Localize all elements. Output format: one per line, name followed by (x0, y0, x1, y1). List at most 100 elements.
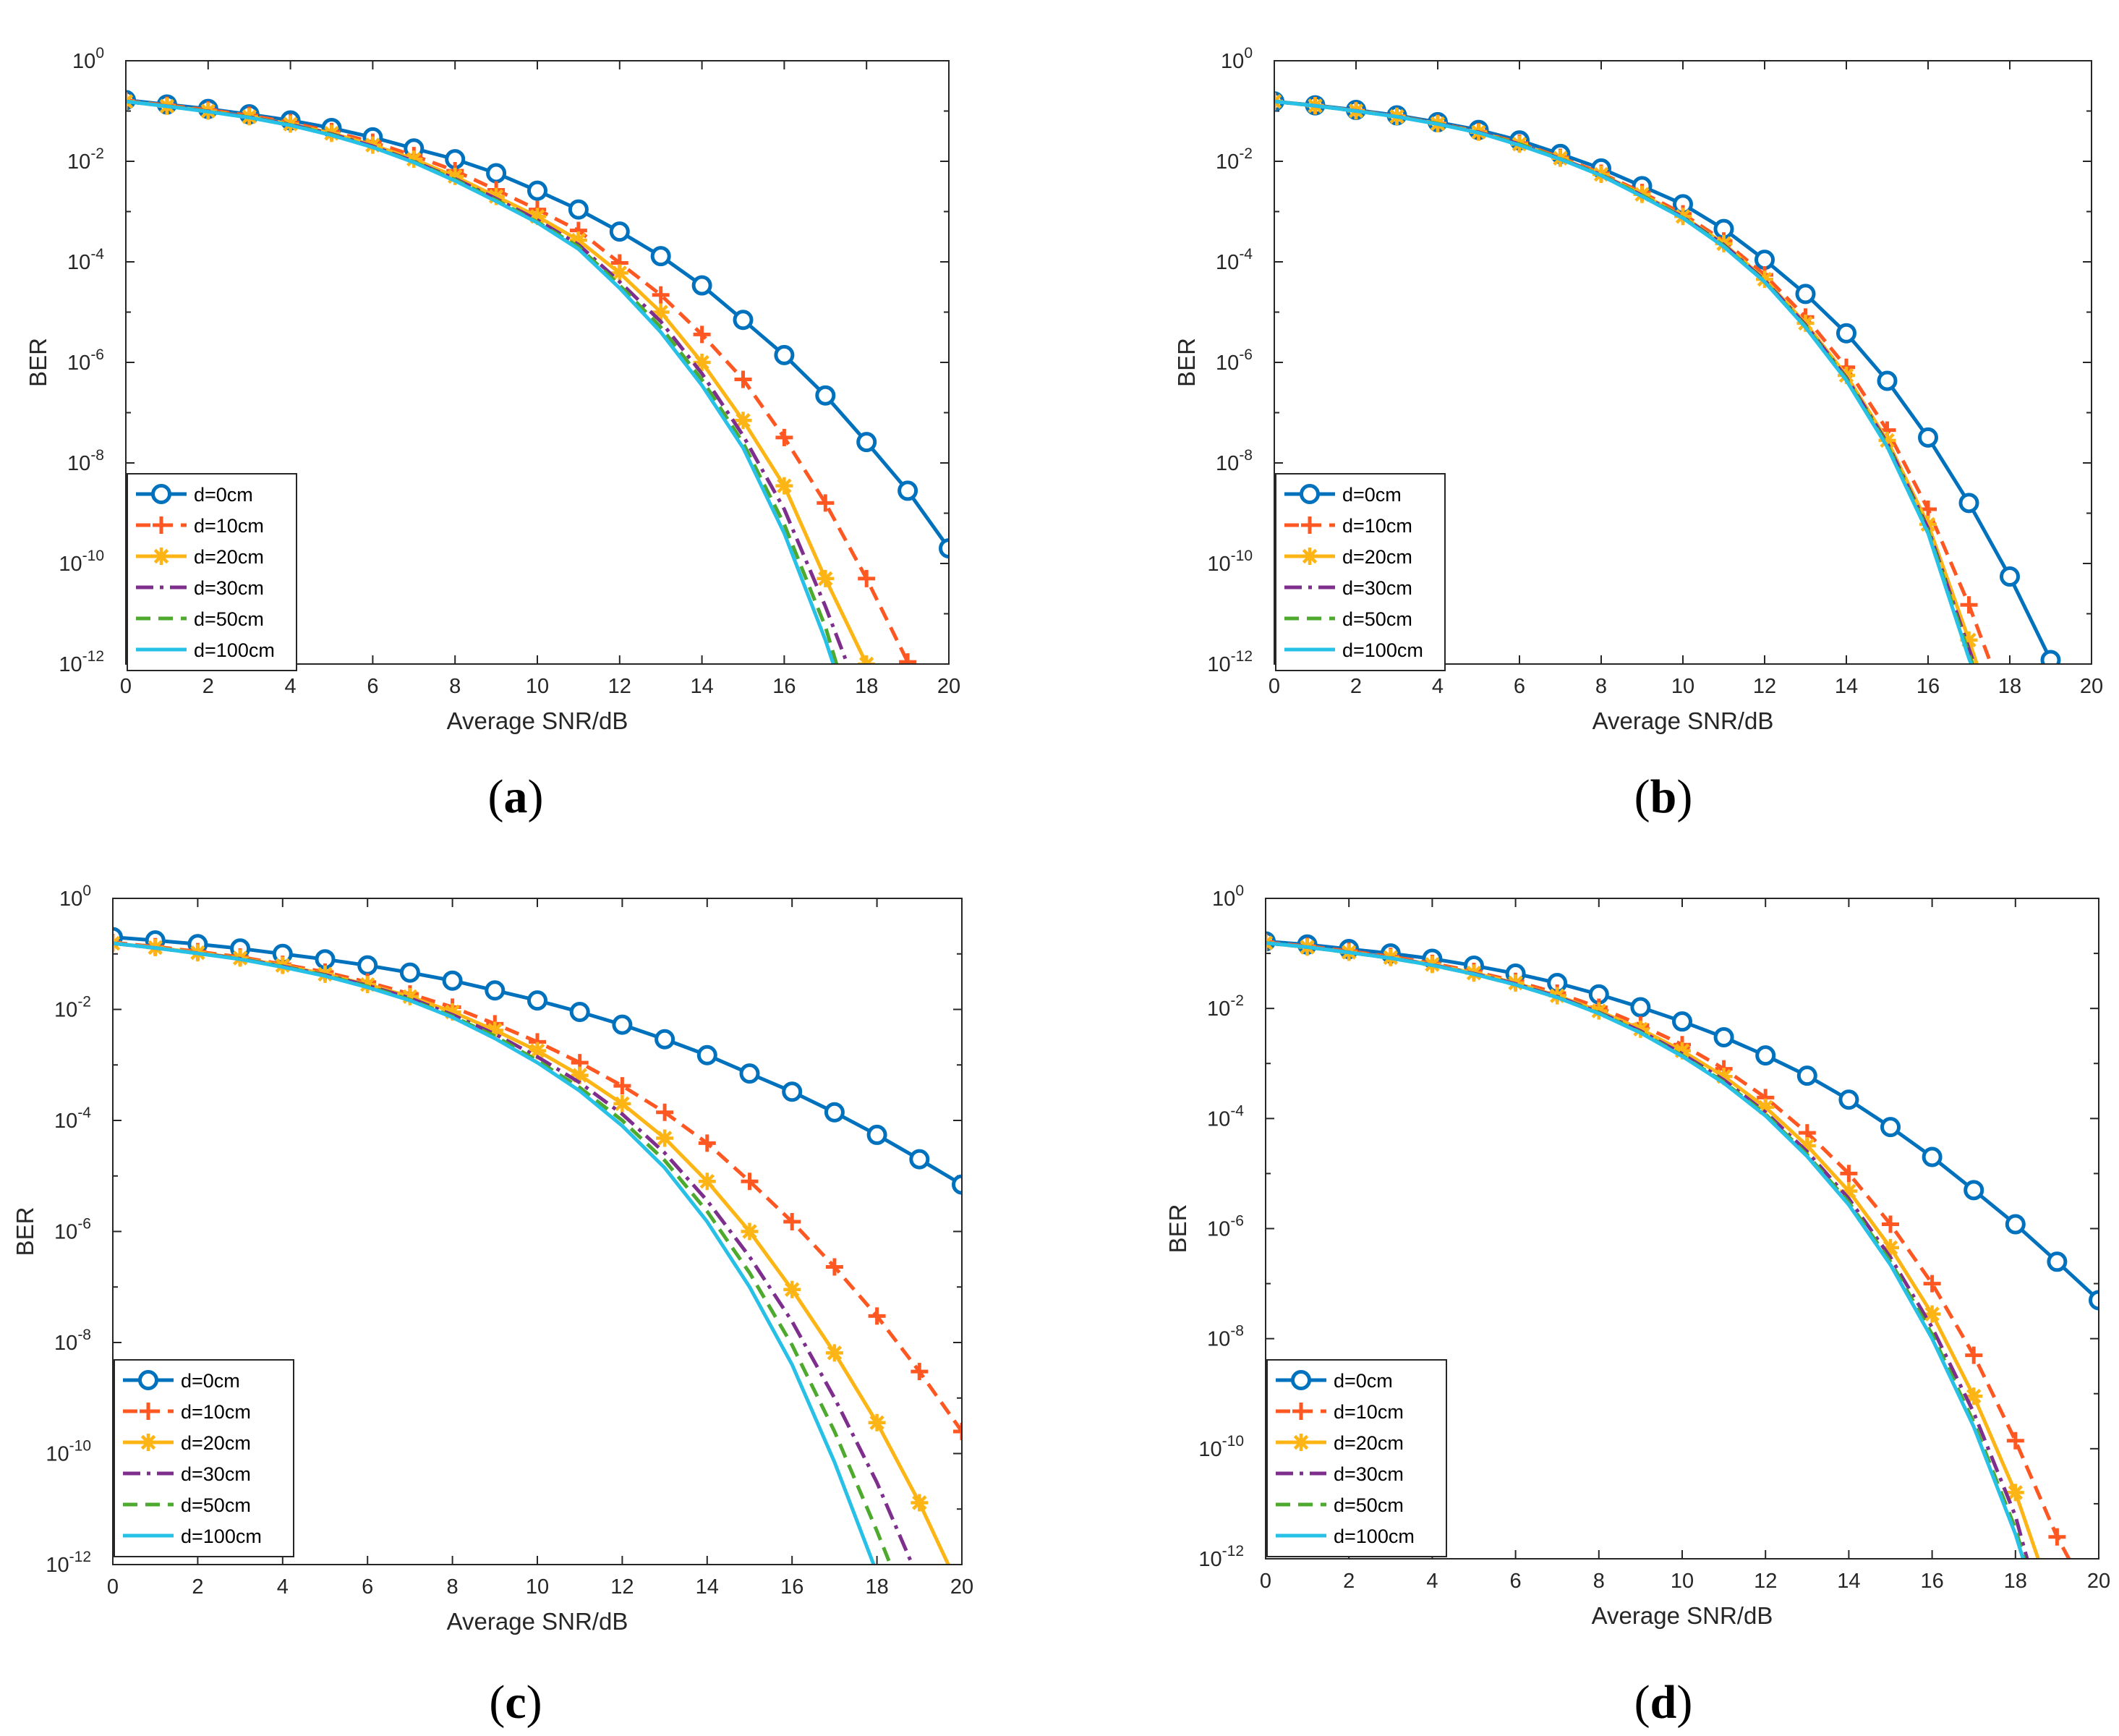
y-tick-base: 10 (1216, 150, 1239, 174)
chart-panel-c: 0 2 4 6 8 10 12 14 16 18 2010010-210-410-610-810-1… (12, 882, 973, 1729)
y-tick-label: 10-2 (67, 145, 104, 174)
legend-entry: d=100cm (1334, 1526, 1415, 1547)
legend-marker (1301, 516, 1318, 534)
data-point-d=0cm (2089, 1290, 2099, 1311)
legend-marker (140, 1434, 157, 1451)
data-point-d=20cm (911, 1494, 929, 1512)
x-tick-label: 14 (696, 1575, 719, 1599)
x-tick-label: 0 (1269, 675, 1280, 698)
y-tick-base: 10 (46, 1554, 69, 1577)
panel-letter: d (1650, 1676, 1677, 1729)
legend-entry: d=50cm (181, 1494, 251, 1516)
data-point-d=0cm (1755, 1045, 1776, 1066)
x-tick-label: 14 (1837, 1570, 1860, 1593)
y-tick-base: 10 (67, 352, 90, 375)
y-tick-exponent: -2 (1230, 992, 1244, 1009)
x-tick-label: 18 (865, 1575, 888, 1599)
legend-marker (1300, 484, 1320, 504)
y-tick-base: 10 (59, 888, 82, 911)
x-axis-label: Average SNR/dB (447, 707, 628, 734)
series-group (1274, 91, 2061, 664)
panel-letter: c (505, 1676, 526, 1729)
x-tick-label: 0 (1260, 1570, 1271, 1593)
legend-entry: d=10cm (1334, 1401, 1404, 1423)
legend-entry: d=10cm (194, 515, 264, 537)
x-tick-label: 4 (1426, 1570, 1438, 1593)
legend-box (1275, 473, 1446, 671)
data-point-d=0cm (739, 1063, 760, 1084)
data-point-d=20cm (1878, 431, 1896, 449)
data-point-d=0cm (782, 1081, 803, 1102)
y-tick-label: 10-8 (67, 447, 104, 475)
x-tick-label: 4 (1432, 675, 1444, 698)
legend: d=0cm d=10cm d=20cm d=30cm d=50cm d=100cm (114, 1359, 294, 1557)
x-tick-label: 8 (447, 1575, 459, 1599)
y-tick-exponent: -6 (1239, 346, 1253, 363)
y-tick-base: 10 (1207, 653, 1230, 676)
x-tick-label: 14 (690, 675, 713, 698)
x-tick-label: 6 (367, 675, 378, 698)
y-tick-label: 10-6 (67, 346, 104, 375)
y-axis-label: BER (25, 338, 51, 387)
x-tick-label: 10 (526, 675, 549, 698)
data-point-d=10cm (783, 1212, 801, 1230)
y-tick-base: 10 (54, 1110, 77, 1133)
legend-entry: d=0cm (194, 484, 253, 506)
data-point-d=10cm (1965, 1346, 1983, 1364)
legend-marker (1301, 548, 1318, 565)
axes-frame (1274, 60, 2092, 665)
y-tick-label: 10-4 (67, 246, 104, 274)
legend-entry: d=20cm (194, 546, 264, 568)
y-tick-label: 100 (1212, 882, 1244, 911)
data-point-d=0cm (1836, 323, 1856, 344)
data-point-d=20cm (529, 208, 546, 226)
x-tick-label: 2 (192, 1575, 203, 1599)
y-tick-base: 10 (1198, 1548, 1221, 1571)
legend-marker (151, 484, 171, 504)
y-tick-exponent: -10 (1222, 1433, 1244, 1450)
data-point-d=0cm (2047, 1251, 2068, 1272)
data-point-d=20cm (487, 187, 506, 205)
y-tick-exponent: -8 (90, 447, 104, 464)
axes-frame (1265, 898, 2099, 1560)
y-tick-label: 10-4 (1207, 1102, 1244, 1131)
data-point-d=20cm (610, 264, 628, 282)
data-point-d=0cm (485, 980, 506, 1001)
data-point-d=0cm (1958, 493, 1979, 514)
legend-entry: d=50cm (194, 608, 264, 630)
x-tick-label: 8 (449, 675, 461, 698)
axes-frame (125, 60, 950, 665)
data-point-d=0cm (696, 1044, 717, 1065)
legend-box (1266, 1359, 1447, 1557)
data-point-d=10cm (1882, 1215, 1899, 1233)
series-group (1266, 931, 2099, 1559)
data-point-d=20cm (783, 1280, 801, 1298)
data-point-d=0cm (1918, 427, 1938, 448)
legend-marker (140, 1403, 157, 1420)
data-point-d=0cm (486, 163, 507, 184)
y-tick-base: 10 (54, 1221, 77, 1244)
data-point-d=20cm (1882, 1238, 1899, 1256)
data-point-d=0cm (856, 432, 877, 453)
data-point-d=20cm (1965, 1387, 1983, 1405)
series-line-d=100cm (1266, 941, 2025, 1559)
legend-box (127, 473, 297, 671)
data-point-d=20cm (868, 1413, 886, 1431)
y-tick-base: 10 (59, 653, 82, 676)
data-point-d=0cm (2000, 566, 2020, 587)
x-tick-label: 18 (1998, 675, 2021, 698)
y-tick-exponent: -12 (82, 648, 104, 665)
data-point-d=0cm (442, 970, 463, 991)
y-tick-label: 10-8 (1216, 447, 1253, 475)
y-tick-label: 10-6 (54, 1216, 91, 1244)
y-tick-base: 10 (1207, 1328, 1230, 1351)
data-point-d=20cm (652, 303, 670, 321)
panel-label: (a) (488, 770, 544, 823)
data-point-d=10cm (2048, 1528, 2066, 1546)
x-tick-label: 2 (1343, 1570, 1355, 1593)
y-tick-exponent: -4 (1230, 1102, 1244, 1119)
legend-marker (153, 516, 170, 534)
data-point-d=10cm (656, 1103, 674, 1121)
legend-marker (1292, 1403, 1310, 1420)
data-point-d=0cm (655, 1029, 675, 1050)
